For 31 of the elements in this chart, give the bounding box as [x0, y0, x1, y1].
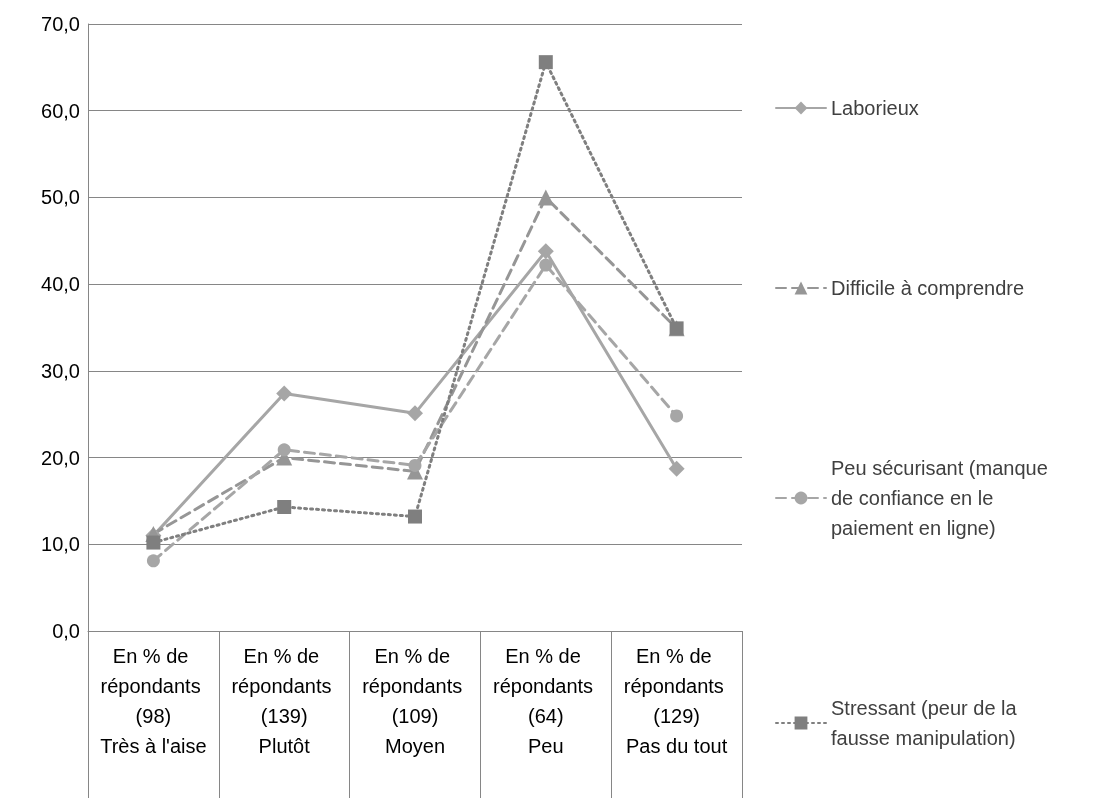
y-tick-label: 40,0: [41, 273, 80, 296]
y-tick-label: 50,0: [41, 186, 80, 209]
y-tick-label: 70,0: [41, 13, 80, 35]
point: [277, 500, 292, 514]
point: [146, 554, 160, 568]
y-tick-label: 60,0: [41, 99, 80, 122]
x-tick-label: En % de répondants (129) Pas du tout: [623, 645, 730, 757]
point: [537, 189, 554, 206]
point: [277, 443, 291, 457]
legend-label: Stressant (peur de la fausse manipulation): [831, 697, 1023, 749]
legend-label: Peu sécurisant (manque de confiance en le paiement en ligne): [831, 457, 1054, 539]
point: [538, 55, 553, 70]
point: [670, 409, 684, 423]
point: [408, 509, 422, 524]
y-tick-label: 0,0: [52, 620, 80, 642]
y-tick-label: 20,0: [41, 446, 80, 469]
x-tick-label: En % de répondants (109) Moyen: [362, 645, 468, 757]
y-tick-label: 30,0: [41, 359, 80, 382]
point: [668, 460, 685, 477]
x-tick-label: En % de répondants (98) Très à l'aise: [100, 645, 207, 757]
point: [146, 535, 161, 550]
point: [276, 385, 293, 402]
point: [539, 258, 553, 272]
x-tick-label: En % de répondants (64) Peu: [492, 645, 599, 757]
point: [537, 243, 554, 260]
x-tick-label: En % de répondants (139) Plutôt: [231, 645, 338, 757]
legend-label: Laborieux: [831, 97, 919, 119]
point: [407, 405, 423, 422]
y-tick-label: 10,0: [41, 533, 80, 556]
point: [408, 458, 422, 472]
legend-label: Difficile à comprendre: [831, 277, 1025, 299]
